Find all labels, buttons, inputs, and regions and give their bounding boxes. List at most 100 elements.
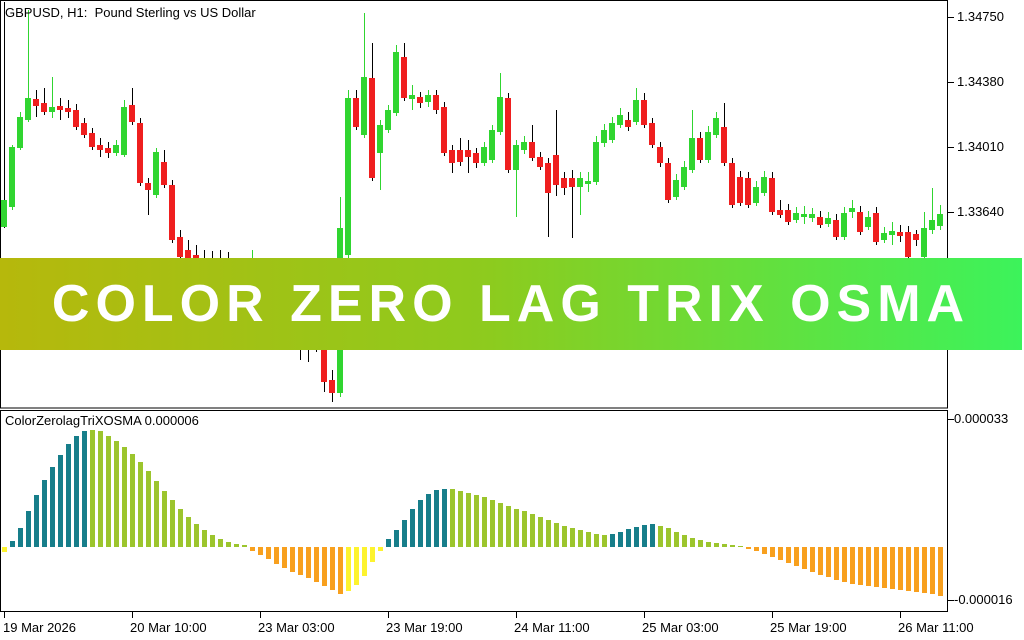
candle-body bbox=[657, 147, 663, 163]
histogram-bar bbox=[786, 547, 791, 563]
candle-wick bbox=[380, 120, 381, 190]
candle-wick bbox=[28, 10, 29, 122]
candle-body bbox=[17, 117, 23, 148]
candle-body bbox=[545, 163, 551, 193]
histogram-bar bbox=[74, 436, 79, 547]
histogram-bar bbox=[178, 509, 183, 547]
histogram-bar bbox=[90, 430, 95, 547]
histogram-bar bbox=[730, 545, 735, 547]
histogram-bar bbox=[658, 526, 663, 547]
histogram-bar bbox=[706, 542, 711, 547]
histogram-bar bbox=[818, 547, 823, 575]
histogram-bar bbox=[498, 503, 503, 547]
candle-wick bbox=[148, 178, 149, 215]
candle-body bbox=[409, 95, 415, 99]
histogram-bar bbox=[714, 543, 719, 547]
histogram-bar bbox=[218, 539, 223, 547]
candle-body bbox=[321, 340, 327, 382]
candle-body bbox=[113, 145, 119, 153]
histogram-bar bbox=[66, 444, 71, 547]
pane-separator[interactable] bbox=[0, 407, 948, 412]
candle-body bbox=[1, 200, 7, 227]
candle-body bbox=[921, 228, 927, 257]
main-pane-frame bbox=[0, 0, 948, 409]
candle-body bbox=[529, 142, 535, 158]
histogram-bar bbox=[2, 547, 7, 552]
histogram-bar bbox=[898, 547, 903, 590]
histogram-bar bbox=[162, 491, 167, 547]
candle-wick bbox=[364, 13, 365, 138]
candle-body bbox=[753, 187, 759, 203]
candle-body bbox=[25, 98, 31, 120]
candle-body bbox=[649, 123, 655, 145]
candle-body bbox=[737, 177, 743, 203]
candle-body bbox=[913, 234, 919, 240]
candle-body bbox=[793, 213, 799, 220]
histogram-bar bbox=[210, 535, 215, 547]
candle-body bbox=[97, 145, 103, 150]
candle-body bbox=[401, 57, 407, 98]
histogram-bar bbox=[642, 525, 647, 547]
candle-body bbox=[857, 212, 863, 232]
candle-body bbox=[417, 97, 423, 103]
candle-wick bbox=[556, 110, 557, 196]
candle-body bbox=[625, 120, 631, 127]
histogram-bar bbox=[722, 544, 727, 547]
histogram-bar bbox=[690, 538, 695, 547]
histogram-bar bbox=[106, 436, 111, 547]
candle-body bbox=[593, 142, 599, 182]
indicator-title: ColorZerolagTriXOSMA 0.000006 bbox=[5, 413, 199, 428]
candle-body bbox=[41, 103, 47, 112]
candle-body bbox=[929, 220, 935, 230]
candle-wick bbox=[516, 140, 517, 217]
candle-body bbox=[585, 181, 591, 184]
candle-body bbox=[425, 95, 431, 102]
candle-body bbox=[537, 157, 543, 167]
histogram-bar bbox=[58, 455, 63, 547]
histogram-bar bbox=[850, 547, 855, 584]
candle-body bbox=[369, 78, 375, 178]
candle-body bbox=[177, 237, 183, 257]
histogram-bar bbox=[562, 526, 567, 547]
candle-body bbox=[785, 210, 791, 222]
histogram-bar bbox=[362, 547, 367, 576]
candle-body bbox=[841, 213, 847, 237]
histogram-bar bbox=[594, 534, 599, 547]
histogram-bar bbox=[578, 530, 583, 547]
candle-body bbox=[825, 218, 831, 224]
histogram-bar bbox=[138, 462, 143, 547]
candle-wick bbox=[932, 188, 933, 234]
histogram-bar bbox=[122, 447, 127, 547]
histogram-bar bbox=[50, 467, 55, 547]
histogram-bar bbox=[890, 547, 895, 589]
histogram-bar bbox=[618, 532, 623, 547]
candle-body bbox=[729, 163, 735, 205]
histogram-bar bbox=[274, 547, 279, 564]
candle-body bbox=[145, 183, 151, 190]
candle-body bbox=[73, 110, 79, 127]
histogram-bar bbox=[506, 506, 511, 547]
candle-body bbox=[377, 125, 383, 153]
osma-histogram bbox=[2, 430, 943, 596]
candle-body bbox=[161, 162, 167, 185]
candle-wick bbox=[52, 77, 53, 118]
candle-body bbox=[641, 100, 647, 125]
histogram-bar bbox=[738, 546, 743, 547]
histogram-bar bbox=[474, 495, 479, 547]
candle-body bbox=[873, 213, 879, 242]
histogram-bar bbox=[114, 441, 119, 547]
histogram-bar bbox=[242, 545, 247, 547]
histogram-bar bbox=[386, 539, 391, 547]
histogram-bar bbox=[874, 547, 879, 587]
candle-body bbox=[881, 233, 887, 240]
histogram-bar bbox=[42, 480, 47, 547]
histogram-bar bbox=[354, 547, 359, 585]
histogram-bar bbox=[682, 535, 687, 547]
candle-body bbox=[393, 52, 399, 113]
histogram-bar bbox=[802, 547, 807, 569]
candle-body bbox=[465, 150, 471, 157]
histogram-bar bbox=[290, 547, 295, 572]
candle-body bbox=[345, 98, 351, 255]
candle-body bbox=[457, 150, 463, 162]
histogram-bar bbox=[610, 534, 615, 547]
